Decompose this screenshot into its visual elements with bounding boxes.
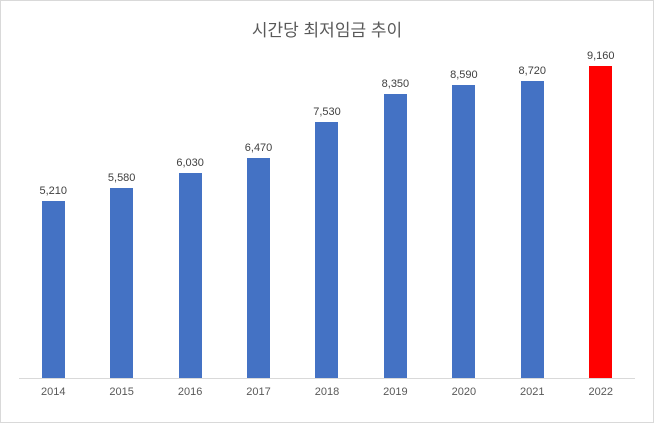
x-tick-label: 2020: [451, 386, 477, 398]
data-label: 8,590: [450, 69, 478, 81]
bar-column: 7,530: [293, 49, 361, 378]
chart-title: 시간당 최저임금 추이: [251, 21, 403, 40]
data-label: 8,350: [381, 78, 410, 90]
x-tick-label: 2019: [383, 386, 408, 398]
bar-column: 5,210: [19, 49, 87, 378]
x-tick-label: 2018: [314, 386, 340, 398]
bar: [589, 66, 613, 378]
bar: [178, 173, 202, 378]
x-tick-label: 2016: [177, 386, 203, 398]
bar-column: 8,590: [430, 49, 498, 378]
bar-column: 6,030: [156, 49, 224, 378]
bar-column: 9,160: [567, 49, 635, 378]
data-label: 7,530: [313, 106, 341, 118]
data-label: 5,210: [39, 185, 67, 197]
data-label: 8,720: [518, 65, 547, 77]
bar-column: 8,350: [361, 49, 429, 378]
x-tick-label: 2021: [520, 386, 545, 398]
bar: [315, 122, 339, 378]
bar: [520, 81, 544, 378]
bar-column: 6,470: [224, 49, 292, 378]
bar: [41, 201, 65, 378]
x-tick-label: 2014: [40, 386, 66, 398]
plot-area: 5,210 5,580 6,030 6,470 7,530 8,350 8,590 8,720…: [19, 49, 635, 379]
data-label: 5,580: [107, 172, 136, 184]
bar: [247, 158, 271, 378]
bar: [110, 188, 134, 378]
bar-column: 8,720: [498, 49, 566, 378]
bar: [452, 85, 476, 378]
data-label: 9,160: [586, 50, 615, 62]
x-tick-label: 2022: [588, 386, 613, 398]
x-axis-labels: 2014 2015 2016 2017 2018 2019 2020 2021 2022: [19, 379, 635, 398]
bar: [383, 94, 407, 378]
data-label: 6,470: [244, 142, 273, 154]
bar-column: 5,580: [87, 49, 155, 378]
x-tick-label: 2017: [246, 386, 271, 398]
data-label: 6,030: [176, 157, 204, 169]
x-tick-label: 2015: [109, 386, 134, 398]
